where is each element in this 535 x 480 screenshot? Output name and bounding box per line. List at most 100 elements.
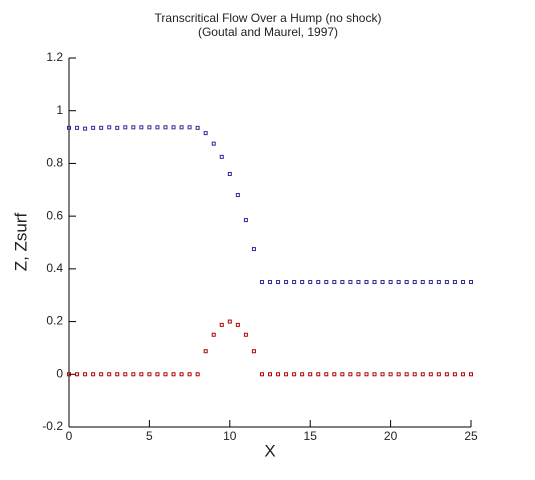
point xyxy=(396,280,401,285)
point xyxy=(219,154,224,159)
y-axis-label: Z, Zsurf xyxy=(11,212,30,271)
y-tick-label: 0 xyxy=(56,366,63,380)
point xyxy=(388,280,393,285)
point xyxy=(163,125,168,130)
point xyxy=(147,125,152,130)
point xyxy=(300,280,305,285)
point xyxy=(243,218,248,223)
point xyxy=(404,280,409,285)
point xyxy=(428,372,433,377)
point xyxy=(316,280,321,285)
point xyxy=(163,372,168,377)
point xyxy=(123,125,128,130)
point xyxy=(75,125,80,130)
point xyxy=(460,280,465,285)
point xyxy=(99,125,104,130)
point xyxy=(131,125,136,130)
point xyxy=(99,372,104,377)
x-tick-label: 10 xyxy=(223,429,237,443)
point xyxy=(452,280,457,285)
point xyxy=(452,372,457,377)
point xyxy=(300,372,305,377)
point xyxy=(187,372,192,377)
point xyxy=(155,125,160,130)
point xyxy=(348,280,353,285)
point xyxy=(420,280,425,285)
y-tick-label: 0.2 xyxy=(46,314,63,328)
point xyxy=(83,372,88,377)
point xyxy=(284,280,289,285)
point xyxy=(243,332,248,337)
point xyxy=(284,372,289,377)
point xyxy=(396,372,401,377)
point xyxy=(171,372,176,377)
point xyxy=(276,280,281,285)
x-tick-label: 5 xyxy=(146,429,153,443)
point xyxy=(324,372,329,377)
point xyxy=(195,372,200,377)
chart-subtitle: (Goutal and Maurel, 1997) xyxy=(198,25,338,39)
point xyxy=(251,349,256,354)
point xyxy=(115,125,120,130)
point xyxy=(404,372,409,377)
x-tick-label: 15 xyxy=(304,429,318,443)
point xyxy=(364,372,369,377)
point xyxy=(316,372,321,377)
point xyxy=(139,372,144,377)
point xyxy=(123,372,128,377)
point xyxy=(187,125,192,130)
point xyxy=(460,372,465,377)
point xyxy=(308,280,313,285)
point xyxy=(251,247,256,252)
point xyxy=(412,280,417,285)
x-tick-label: 25 xyxy=(464,429,478,443)
y-tick-label: -0.2 xyxy=(42,419,63,433)
point xyxy=(67,125,71,130)
point xyxy=(107,125,112,130)
point xyxy=(292,280,297,285)
point xyxy=(83,126,88,131)
point xyxy=(115,372,120,377)
point xyxy=(211,141,216,146)
point xyxy=(211,332,216,337)
point xyxy=(131,372,136,377)
point xyxy=(268,372,272,377)
point xyxy=(227,319,232,324)
y-tick-label: 1.2 xyxy=(46,50,63,64)
point xyxy=(179,372,184,377)
point xyxy=(91,125,96,130)
point xyxy=(332,372,337,377)
point xyxy=(340,372,345,377)
point xyxy=(227,171,232,176)
point xyxy=(67,372,71,377)
point xyxy=(412,372,417,377)
y-tick-label: 0.6 xyxy=(46,208,63,222)
point xyxy=(75,372,80,377)
point xyxy=(469,372,473,377)
point xyxy=(219,322,224,327)
point xyxy=(364,280,369,285)
point xyxy=(340,280,345,285)
x-tick-label: 20 xyxy=(384,429,398,443)
point xyxy=(268,280,272,285)
chart-title: Transcritical Flow Over a Hump (no shock… xyxy=(155,11,382,25)
point xyxy=(91,372,96,377)
point xyxy=(179,125,184,130)
point xyxy=(276,372,281,377)
point xyxy=(372,280,377,285)
point xyxy=(139,125,144,130)
y-tick-label: 0.8 xyxy=(46,156,63,170)
point xyxy=(380,280,385,285)
point xyxy=(292,372,297,377)
y-tick-label: 0.4 xyxy=(46,261,63,275)
point xyxy=(469,280,473,285)
point xyxy=(155,372,160,377)
point xyxy=(348,372,353,377)
point xyxy=(259,372,264,377)
point xyxy=(235,193,240,198)
point xyxy=(107,372,112,377)
point xyxy=(147,372,152,377)
point xyxy=(388,372,393,377)
point xyxy=(420,372,425,377)
